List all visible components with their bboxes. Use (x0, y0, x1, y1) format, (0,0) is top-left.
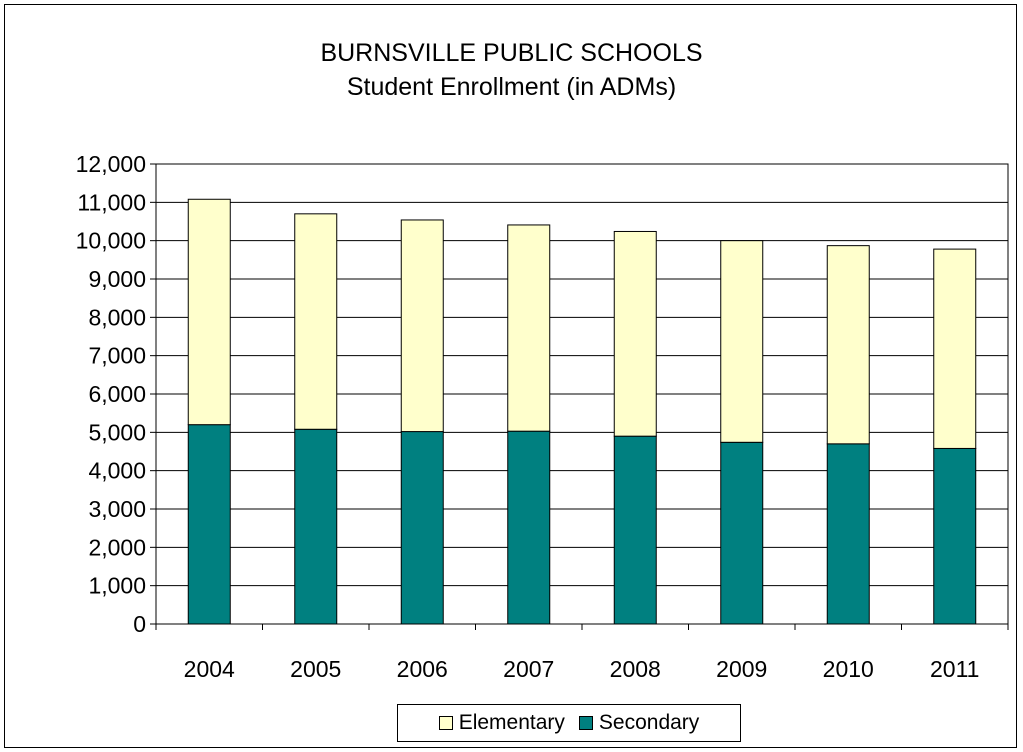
chart-legend: Elementary Secondary (397, 704, 741, 742)
y-tick-label: 12,000 (76, 151, 146, 177)
y-tick-label: 1,000 (88, 573, 146, 599)
legend-swatch-secondary (578, 716, 593, 730)
legend-item-secondary: Secondary (578, 711, 700, 735)
y-tick-label: 8,000 (88, 304, 146, 330)
bar-secondary-2011 (933, 447, 977, 625)
y-tick-label: 7,000 (88, 343, 146, 369)
y-tick-label: 6,000 (88, 381, 146, 407)
x-tick-label: 2004 (184, 656, 235, 682)
x-tick-label: 2010 (823, 656, 874, 682)
y-tick-label: 2,000 (88, 534, 146, 560)
plot-area-border (155, 163, 1009, 625)
x-tick-label: 2007 (503, 656, 554, 682)
bar-secondary-2004 (187, 424, 231, 625)
bar-elementary-2004 (187, 198, 231, 426)
bar-elementary-2008 (613, 230, 657, 437)
bar-elementary-2009 (720, 240, 764, 443)
x-tick-label: 2009 (716, 656, 767, 682)
y-tick-label: 5,000 (88, 419, 146, 445)
y-tick-label: 0 (133, 611, 146, 637)
chart-title: BURNSVILLE PUBLIC SCHOOLS (320, 39, 703, 67)
bar-secondary-2005 (294, 428, 338, 625)
y-tick-label: 10,000 (76, 228, 146, 254)
x-tick-label: 2005 (290, 656, 341, 682)
x-tick-label: 2006 (397, 656, 448, 682)
x-tick-label: 2011 (930, 656, 979, 682)
bar-secondary-2007 (507, 430, 551, 625)
bar-secondary-2006 (400, 431, 444, 625)
bar-elementary-2010 (826, 245, 870, 445)
bar-secondary-2010 (826, 443, 870, 625)
chart-subtitle: Student Enrollment (in ADMs) (346, 73, 677, 101)
bar-secondary-2009 (720, 441, 764, 625)
bar-elementary-2007 (507, 224, 551, 432)
bar-secondary-2008 (613, 435, 657, 625)
bar-elementary-2005 (294, 213, 338, 430)
y-tick-label: 4,000 (88, 458, 146, 484)
legend-label-elementary: Elementary (458, 711, 565, 734)
bar-elementary-2011 (933, 248, 977, 449)
legend-item-elementary: Elementary (438, 711, 565, 735)
legend-swatch-elementary (438, 716, 453, 730)
y-tick-label: 9,000 (88, 266, 146, 292)
bar-elementary-2006 (400, 219, 444, 433)
y-tick-label: 11,000 (77, 189, 146, 215)
x-tick-label: 2008 (610, 656, 661, 682)
y-tick-label: 3,000 (88, 496, 146, 522)
legend-label-secondary: Secondary (598, 711, 700, 734)
